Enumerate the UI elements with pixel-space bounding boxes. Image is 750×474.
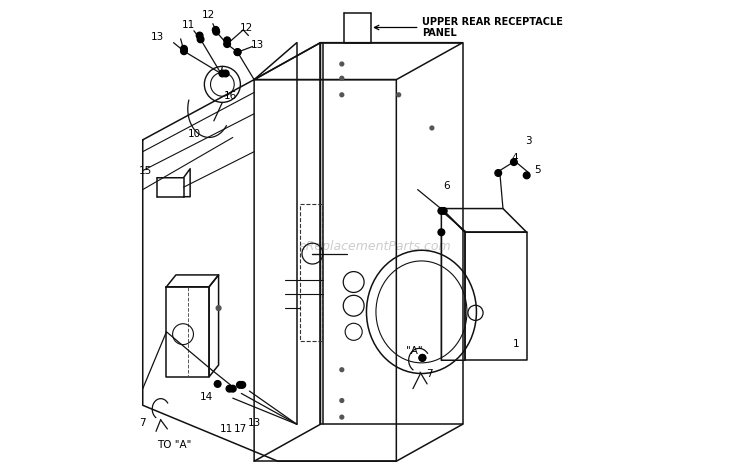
Circle shape [224, 41, 230, 47]
Circle shape [340, 399, 344, 402]
Circle shape [181, 48, 188, 55]
Text: TO "A": TO "A" [157, 440, 191, 450]
Circle shape [340, 368, 344, 372]
Text: "A": "A" [406, 346, 422, 356]
Circle shape [511, 159, 518, 165]
Circle shape [181, 46, 188, 52]
Circle shape [230, 385, 236, 392]
Circle shape [222, 70, 229, 77]
Circle shape [213, 28, 220, 35]
Circle shape [430, 126, 433, 130]
Text: 13: 13 [152, 32, 164, 42]
Text: 17: 17 [234, 424, 247, 434]
Text: 13: 13 [248, 418, 261, 428]
Circle shape [216, 306, 221, 310]
Circle shape [438, 208, 445, 214]
Circle shape [438, 229, 445, 236]
Circle shape [236, 382, 243, 388]
Text: eReplacementParts.com: eReplacementParts.com [298, 240, 452, 253]
Circle shape [214, 381, 221, 387]
Circle shape [495, 170, 502, 176]
Circle shape [234, 49, 241, 55]
Text: 5: 5 [534, 165, 541, 175]
Circle shape [419, 355, 426, 361]
Text: 6: 6 [444, 181, 450, 191]
Circle shape [340, 62, 344, 66]
Circle shape [440, 208, 447, 214]
Circle shape [196, 32, 203, 39]
Text: 15: 15 [139, 166, 152, 176]
Text: 14: 14 [200, 392, 213, 402]
Circle shape [234, 49, 241, 55]
Text: 4: 4 [511, 153, 518, 163]
Circle shape [224, 37, 230, 44]
Circle shape [340, 76, 344, 80]
Circle shape [212, 27, 219, 33]
Text: 16: 16 [224, 91, 238, 101]
Text: 7: 7 [139, 418, 146, 428]
Circle shape [419, 355, 426, 361]
Circle shape [197, 36, 204, 43]
Text: 12: 12 [202, 10, 215, 20]
Text: 1: 1 [512, 339, 519, 349]
Text: 11: 11 [182, 20, 195, 30]
Circle shape [524, 172, 530, 179]
Circle shape [239, 382, 245, 388]
Text: 12: 12 [240, 23, 254, 33]
Text: 11: 11 [220, 424, 232, 434]
Text: 10: 10 [188, 129, 201, 139]
Text: UPPER REAR RECEPTACLE
PANEL: UPPER REAR RECEPTACLE PANEL [374, 17, 563, 38]
Text: 13: 13 [251, 40, 263, 50]
Circle shape [219, 70, 226, 77]
Circle shape [340, 415, 344, 419]
Circle shape [340, 93, 344, 97]
Circle shape [397, 93, 400, 97]
Text: 3: 3 [525, 136, 532, 146]
Circle shape [226, 385, 232, 392]
Text: 7: 7 [426, 369, 433, 379]
